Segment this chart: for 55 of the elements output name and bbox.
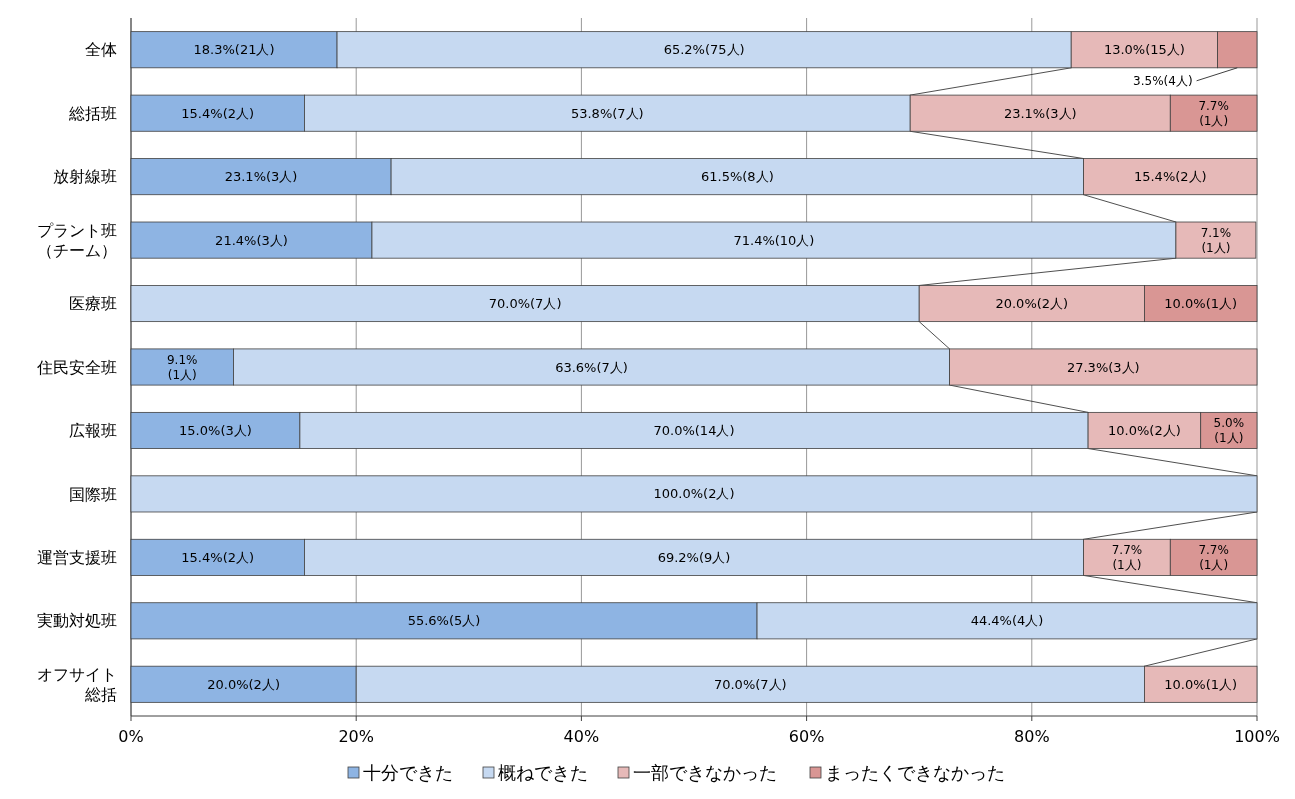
data-label: 70.0%(14人) [653,423,735,438]
data-label: 61.5%(8人) [700,169,774,185]
y-tick-label: 実動対処班 [37,611,117,631]
data-label: 13.0%(15人) [1103,42,1185,58]
data-label: 7.7%(1人) [1198,543,1229,573]
data-label: 70.0%(7人) [488,296,562,312]
data-label: 10.0%(2人) [1108,423,1181,438]
data-label: 55.6%(5人) [407,613,481,629]
data-label: 10.0%(1人) [1164,676,1238,692]
y-tick-label: 住民安全班 [36,357,117,377]
y-tick-label: 国際班 [69,484,117,504]
data-label: 53.8%(7人) [570,105,644,121]
data-label: 5.0%(1人) [1213,416,1245,446]
data-label: 44.4%(4人) [970,613,1044,629]
y-tick-label: オフサイト総括 [37,664,117,704]
data-label: 18.3%(21人) [193,42,275,58]
data-label: 63.6%(7人) [555,359,628,375]
data-label: 7.7%(1人) [1111,543,1143,573]
data-label: 10.0%(1人) [1164,296,1238,312]
data-label: 15.4%(2人) [181,549,255,565]
y-tick-label: 広報班 [69,421,117,441]
data-label: 23.1%(3人) [224,169,298,185]
data-label: 20.0%(2人) [995,296,1069,312]
data-label: 15.4%(2人) [1133,169,1207,185]
data-label: 27.3%(3人) [1066,359,1140,375]
data-label: 15.4%(2人) [181,105,255,121]
y-tick-label: 運営支援班 [37,547,117,567]
y-tick-label: 放射線班 [53,167,117,187]
x-tick-label: 60% [788,727,825,746]
x-tick-label: 100% [1234,727,1280,746]
data-label: 69.2%(9人) [657,549,731,565]
legend-label: まったくできなかった [825,762,1005,784]
y-tick-label: プラント班（チーム） [37,220,117,260]
data-label: 20.0%(2人) [207,676,280,692]
data-label: 7.7%(1人) [1198,99,1229,129]
y-tick-label: 総括班 [68,103,117,123]
y-tick-label: 医療班 [69,294,117,314]
data-label: 21.4%(3人) [215,232,288,248]
data-label: 23.1%(3人) [1003,105,1077,121]
legend-label: 一部できなかった [633,762,777,784]
legend-label: 概ねできた [498,762,588,784]
data-label: 71.4%(10人) [733,232,815,248]
x-tick-label: 20% [338,727,374,746]
data-label: 3.5%(4人) [1133,74,1193,89]
data-label: 70.0%(7人) [713,676,787,692]
x-tick-label: 0% [118,727,144,746]
data-label: 65.2%(75人) [663,42,745,58]
x-tick-label: 80% [1014,727,1050,746]
x-tick-label: 40% [563,727,600,746]
data-label: 100.0%(2人) [653,486,735,502]
data-label: 7.1%(1人) [1200,226,1232,256]
legend-label: 十分できた [363,762,453,784]
y-tick-label: 全体 [85,40,117,60]
data-label: 15.0%(3人) [179,423,252,438]
data-label: 9.1%(1人) [166,353,198,382]
